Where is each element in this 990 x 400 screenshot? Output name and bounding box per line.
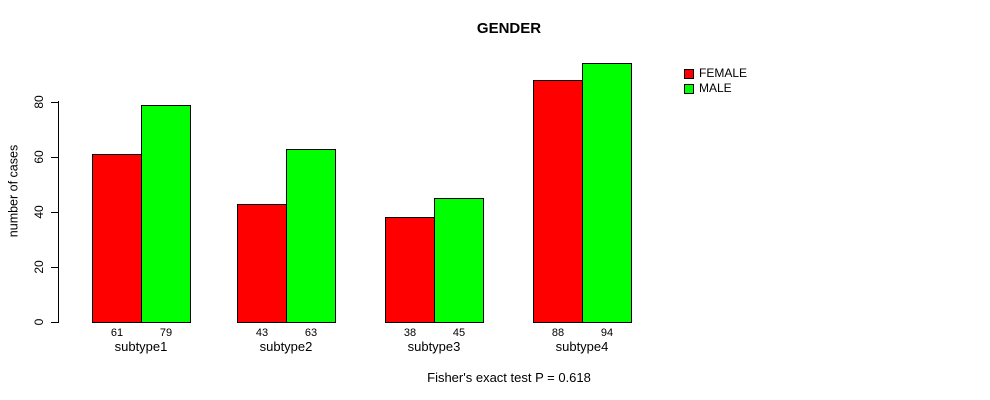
- bar-female-subtype3: [385, 217, 435, 323]
- legend-label-female: FEMALE: [699, 66, 748, 80]
- legend: FEMALE MALE: [684, 66, 747, 96]
- bar-male-subtype1: [141, 105, 191, 323]
- legend-label-male: MALE: [699, 81, 732, 95]
- bar-value-label: 63: [304, 327, 318, 339]
- female-swatch: [684, 68, 694, 79]
- y-tick-label: 80: [32, 95, 46, 109]
- y-tick: [51, 267, 59, 268]
- category-label-subtype2: subtype2: [259, 339, 313, 354]
- y-tick: [51, 212, 59, 213]
- y-tick-label: 40: [32, 205, 46, 219]
- bar-value-label: 79: [159, 327, 173, 339]
- bar-value-label: 94: [600, 327, 614, 339]
- y-tick: [51, 157, 59, 158]
- bar-male-subtype3: [434, 198, 484, 323]
- legend-item-male: MALE: [684, 81, 747, 96]
- bar-female-subtype2: [237, 204, 287, 323]
- bar-value-label: 45: [452, 327, 466, 339]
- caption: Fisher's exact test P = 0.618: [427, 370, 591, 385]
- y-tick-label: 60: [32, 150, 46, 164]
- category-label-subtype3: subtype3: [407, 339, 461, 354]
- bar-value-label: 88: [551, 327, 565, 339]
- bar-female-subtype1: [92, 154, 142, 323]
- y-tick: [51, 102, 59, 103]
- y-tick-label: 20: [32, 260, 46, 274]
- category-label-subtype4: subtype4: [555, 339, 609, 354]
- bar-value-label: 61: [110, 327, 124, 339]
- bar-male-subtype4: [582, 63, 632, 323]
- bar-value-label: 43: [255, 327, 269, 339]
- bar-female-subtype4: [533, 80, 583, 323]
- male-swatch: [684, 83, 694, 94]
- y-tick-label: 0: [32, 318, 46, 326]
- chart-title: GENDER: [476, 20, 542, 37]
- y-axis-title: number of cases: [6, 144, 21, 238]
- legend-item-female: FEMALE: [684, 66, 747, 81]
- bar-value-label: 38: [403, 327, 417, 339]
- category-label-subtype1: subtype1: [114, 339, 168, 354]
- bar-male-subtype2: [286, 149, 336, 323]
- y-tick: [51, 322, 59, 323]
